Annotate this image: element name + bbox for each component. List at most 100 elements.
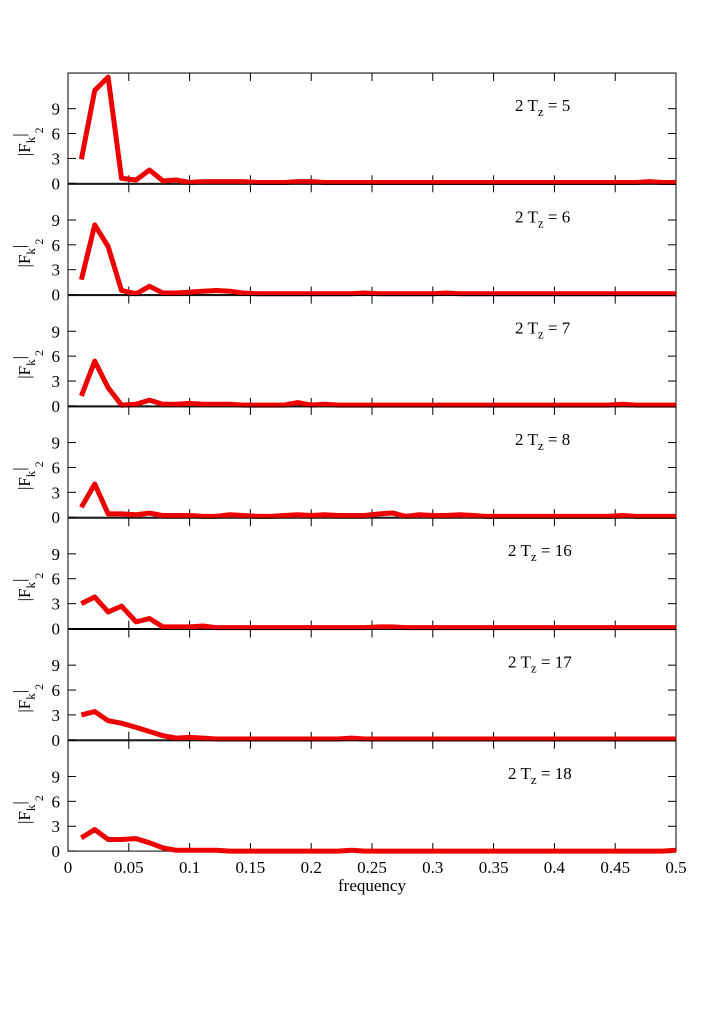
x-axis-label: frequency xyxy=(338,876,406,895)
annotation: 2 Tz = 7 xyxy=(515,319,571,342)
annotation-part: z xyxy=(531,661,537,676)
y-axis-label-part: |F xyxy=(15,811,34,824)
y-tick-label: 3 xyxy=(52,706,61,725)
data-line xyxy=(80,827,677,854)
data-line xyxy=(79,358,676,408)
plot-frame xyxy=(67,629,677,741)
panel: 0 3 6 9 |Fk|2 2 Tz = 6 xyxy=(10,183,677,305)
annotation-part: = 6 xyxy=(544,207,571,226)
y-axis-label-part: k xyxy=(23,804,38,811)
annotation-part: = 5 xyxy=(544,96,571,115)
panel: 0 3 6 9 |Fk|2 2 Tz = 17 xyxy=(10,629,677,750)
data-line xyxy=(80,594,676,631)
y-axis-label-part: | xyxy=(10,467,29,470)
annotation-part: = 16 xyxy=(537,541,572,560)
data-line xyxy=(78,222,676,297)
y-tick-label: 0 xyxy=(52,731,61,750)
y-tick-label: 0 xyxy=(52,286,61,305)
y-axis-label: |Fk|2 xyxy=(10,684,46,713)
y-axis-label-part: 2 xyxy=(32,127,46,133)
y-axis-label-part: 2 xyxy=(32,239,46,245)
annotation-part: 2 T xyxy=(515,319,538,338)
y-axis-label-part: | xyxy=(10,579,29,582)
y-tick-label: 0 xyxy=(52,397,61,416)
y-axis-label: |Fk|2 xyxy=(10,461,46,490)
annotation: 2 Tz = 18 xyxy=(508,764,572,787)
y-axis-label: |Fk|2 xyxy=(10,239,46,268)
y-tick-label: 3 xyxy=(52,817,61,836)
annotation-part: 2 T xyxy=(508,653,531,672)
y-axis-label-part: k xyxy=(23,248,38,255)
y-tick-label: 3 xyxy=(52,261,61,280)
y-tick-label: 6 xyxy=(52,125,61,144)
y-axis-label-part: | xyxy=(10,801,29,804)
y-tick-label: 9 xyxy=(52,322,61,341)
annotation-part: 2 T xyxy=(508,541,531,560)
y-tick-label: 9 xyxy=(52,434,61,453)
data-line xyxy=(78,74,676,185)
y-axis-label-part: k xyxy=(23,470,38,477)
y-axis-label-part: |F xyxy=(15,700,34,713)
y-tick-label: 9 xyxy=(52,211,61,230)
x-tick-label: 0.2 xyxy=(301,858,322,877)
plot-frame xyxy=(67,72,677,184)
y-axis-label-part: k xyxy=(23,136,38,143)
y-tick-label: 6 xyxy=(52,458,61,477)
plot-frame xyxy=(67,183,677,296)
annotation-part: 2 T xyxy=(508,764,531,783)
x-tick-label: 0.5 xyxy=(665,858,686,877)
annotation-part: z xyxy=(531,549,537,564)
y-tick-label: 6 xyxy=(52,570,61,589)
y-axis-label: |Fk|2 xyxy=(10,795,46,824)
y-tick-label: 6 xyxy=(52,236,61,255)
plot-frame xyxy=(67,740,677,852)
x-tick-label: 0.15 xyxy=(236,858,266,877)
annotation: 2 Tz = 17 xyxy=(508,653,572,676)
y-axis-label: |Fk|2 xyxy=(10,127,46,156)
y-axis-label-part: |F xyxy=(15,588,34,601)
y-axis-label: |Fk|2 xyxy=(10,350,46,379)
y-axis-label: |Fk|2 xyxy=(10,573,46,602)
annotation-part: 2 T xyxy=(515,430,538,449)
y-tick-label: 3 xyxy=(52,149,61,168)
y-axis-label-part: 2 xyxy=(32,684,46,690)
y-tick-label: 9 xyxy=(52,656,61,675)
annotation: 2 Tz = 5 xyxy=(515,96,570,119)
y-tick-label: 3 xyxy=(52,595,61,614)
y-tick-label: 9 xyxy=(52,545,61,564)
annotation: 2 Tz = 8 xyxy=(515,430,570,453)
x-tick-label: 0.1 xyxy=(179,858,200,877)
annotation-part: z xyxy=(538,215,544,230)
y-axis-label-part: |F xyxy=(15,477,34,490)
y-axis-label-part: | xyxy=(10,356,29,359)
y-tick-label: 0 xyxy=(52,620,61,639)
annotation-part: = 7 xyxy=(544,319,571,338)
y-tick-label: 6 xyxy=(52,792,61,811)
y-axis-label-part: 2 xyxy=(32,795,46,801)
panel: 0 3 6 9 |Fk|2 2 Tz = 5 xyxy=(10,72,677,193)
y-tick-label: 6 xyxy=(52,347,61,366)
x-tick-label: 0.3 xyxy=(422,858,443,877)
y-axis-label-part: | xyxy=(10,690,29,693)
panel: 0 3 6 9 |Fk|2 2 Tz = 8 xyxy=(10,406,677,527)
x-tick-label: 0.45 xyxy=(600,858,630,877)
y-axis-label-part: |F xyxy=(15,255,34,268)
y-tick-label: 6 xyxy=(52,681,61,700)
x-tick-label: 0.05 xyxy=(114,858,144,877)
annotation: 2 Tz = 16 xyxy=(508,541,572,564)
plot-frame xyxy=(67,517,677,630)
y-tick-label: 3 xyxy=(52,483,61,502)
annotation-part: z xyxy=(538,438,544,453)
x-tick-label: 0 xyxy=(64,858,73,877)
annotation-part: 2 T xyxy=(515,207,538,226)
annotation-part: = 17 xyxy=(537,653,573,672)
annotation-part: z xyxy=(538,327,544,342)
annotation-part: = 8 xyxy=(544,430,571,449)
annotation-part: z xyxy=(531,772,537,787)
annotation-part: 2 T xyxy=(515,96,538,115)
y-tick-label: 9 xyxy=(52,100,61,119)
y-axis-label-part: k xyxy=(23,359,38,366)
y-tick-label: 3 xyxy=(52,372,61,391)
panel: 0 3 6 9 |Fk|2 2 Tz = 7 xyxy=(10,295,677,416)
